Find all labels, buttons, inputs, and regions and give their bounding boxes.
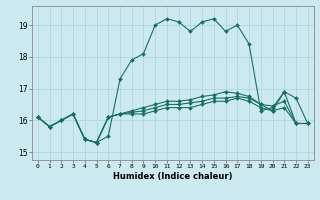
X-axis label: Humidex (Indice chaleur): Humidex (Indice chaleur) [113, 172, 233, 181]
